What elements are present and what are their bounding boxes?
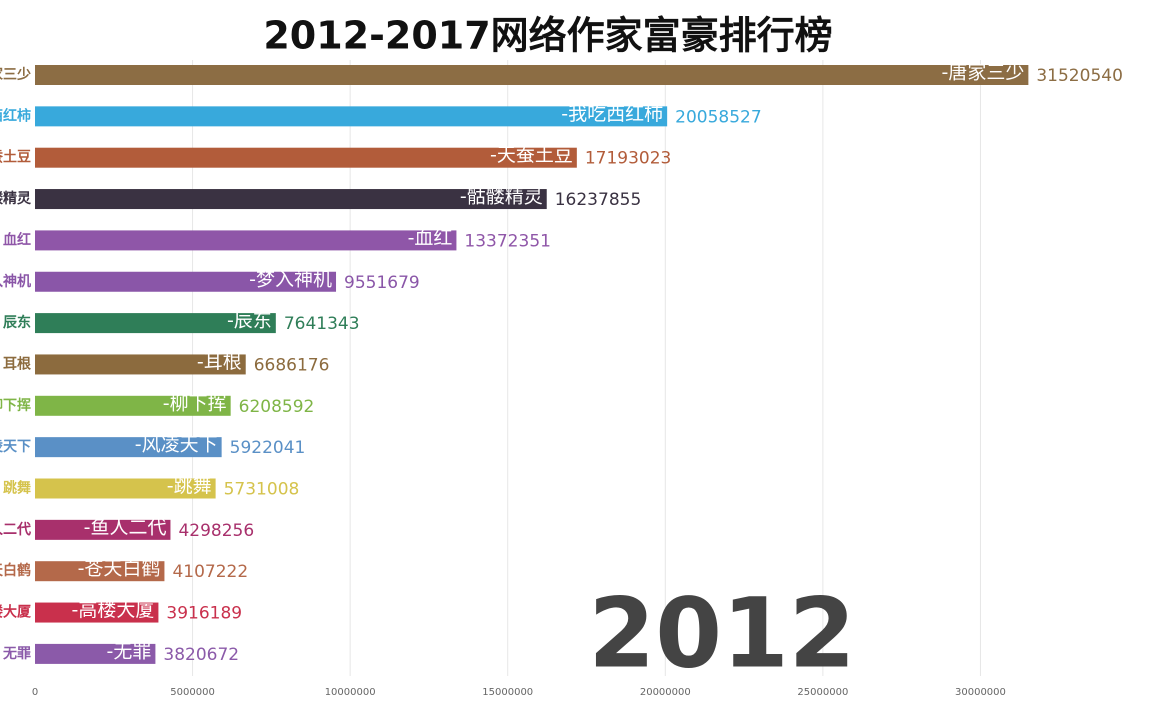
bar <box>35 313 276 334</box>
bar-label: -梦入神机 <box>249 268 332 290</box>
bar-label: -辰东 <box>227 310 272 332</box>
bar <box>35 437 222 458</box>
bar <box>35 147 577 168</box>
value-label: 13372351 <box>464 231 551 251</box>
bar <box>35 354 246 375</box>
chart-title: 2012-2017网络作家富豪排行榜 <box>263 14 832 58</box>
bar-label: -高楼大厦 <box>72 599 155 621</box>
bar-label: -天蚕土豆 <box>490 144 573 166</box>
category-label: 唐家三少 <box>0 66 31 83</box>
value-label: 7641343 <box>284 314 360 334</box>
category-label: 柳下挥 <box>0 397 31 414</box>
bar-label: -苍天白鹤 <box>78 558 161 580</box>
value-label: 20058527 <box>675 107 762 127</box>
bar-label: -鱼人二代 <box>84 516 167 538</box>
value-label: 5731008 <box>224 480 300 500</box>
bar-label: -骷髅精灵 <box>460 186 543 208</box>
value-label: 6208592 <box>239 397 315 417</box>
value-label: 5922041 <box>230 438 306 458</box>
category-label: 血红 <box>3 231 31 248</box>
category-label: 跳舞 <box>3 480 31 497</box>
bar <box>35 189 547 210</box>
category-label: 风凌天下 <box>0 438 31 455</box>
bar <box>35 395 231 416</box>
bar <box>35 561 165 582</box>
x-tick-label: 0 <box>32 687 38 698</box>
bar-label: -无罪 <box>107 640 152 662</box>
bar <box>35 602 159 623</box>
bar <box>35 65 1029 85</box>
bar-label: -我吃西红柿 <box>561 103 663 125</box>
category-label: 我吃西红柿 <box>0 107 31 124</box>
category-label: 耳根 <box>3 355 32 372</box>
bar-label: -血红 <box>408 227 453 249</box>
value-label: 17193023 <box>585 149 672 169</box>
x-tick-label: 5000000 <box>170 687 215 698</box>
bar-label: -风凌天下 <box>135 434 218 456</box>
bar <box>35 106 668 127</box>
category-label: 鱼人二代 <box>0 521 31 538</box>
category-label: 天蚕土豆 <box>0 149 31 166</box>
value-label: 4298256 <box>178 521 254 541</box>
bar-label: -跳舞 <box>167 475 212 497</box>
bar-label: -唐家三少 <box>942 62 1025 84</box>
bar <box>35 478 216 499</box>
x-tick-label: 30000000 <box>955 687 1006 698</box>
bar-label: -耳根 <box>197 351 242 373</box>
bar <box>35 519 171 540</box>
category-label: 苍天白鹤 <box>0 562 31 579</box>
value-label: 16237855 <box>555 190 642 210</box>
category-label: 骷髅精灵 <box>0 190 32 207</box>
value-label: 6686176 <box>254 355 330 375</box>
year-annotation: 2012 <box>588 577 855 689</box>
x-tick-label: 25000000 <box>797 687 848 698</box>
bar <box>35 643 156 664</box>
category-label: 高楼大厦 <box>0 604 32 621</box>
x-tick-label: 20000000 <box>640 687 691 698</box>
x-tick-label: 15000000 <box>482 687 533 698</box>
value-label: 3820672 <box>163 645 239 665</box>
bar <box>35 271 337 292</box>
value-label: 9551679 <box>344 273 420 293</box>
bar <box>35 230 457 251</box>
value-label: 4107222 <box>172 562 248 582</box>
category-label: 无罪 <box>2 646 31 662</box>
value-label: 31520540 <box>1036 66 1123 86</box>
category-label: 梦入神机 <box>0 273 31 290</box>
category-label: 辰东 <box>3 314 31 331</box>
value-label: 3916189 <box>166 604 242 624</box>
x-tick-label: 10000000 <box>325 687 376 698</box>
bar-label: -柳下挥 <box>163 392 227 414</box>
